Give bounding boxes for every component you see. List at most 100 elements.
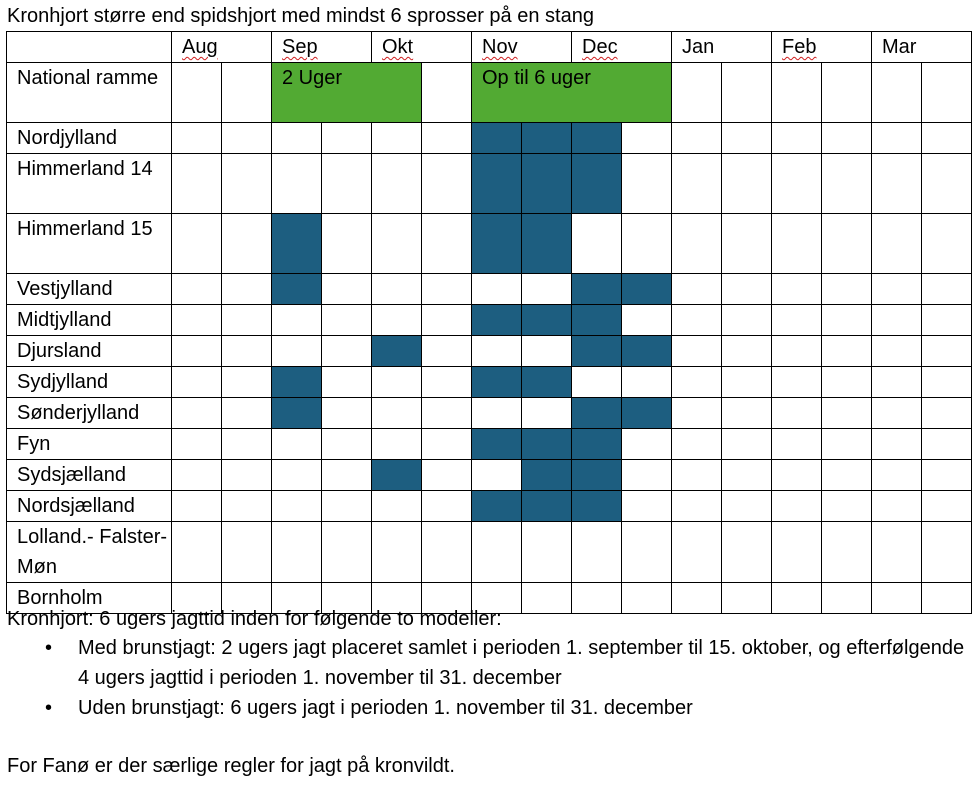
season-cell-filled: [621, 397, 672, 429]
season-cell-filled: [471, 122, 522, 154]
grid-cell: [621, 582, 672, 614]
month-label: Dec: [582, 36, 618, 58]
region-row: Sydsjælland: [6, 459, 972, 491]
grid-cell: [221, 153, 272, 214]
grid-cell: [221, 213, 272, 274]
grid-cell: [171, 62, 222, 123]
grid-cell: [371, 397, 422, 429]
grid-cell: [271, 428, 322, 460]
grid-cell: [271, 304, 322, 336]
grid-cell: [421, 366, 472, 398]
grid-cell: [421, 521, 472, 583]
grid-cell: [921, 366, 972, 398]
grid-cell: [221, 335, 272, 367]
grid-cell: [321, 582, 372, 614]
grid-cell: [871, 304, 922, 336]
region-label: Nordsjælland: [6, 490, 172, 522]
hunting-season-table: Aug Sep Okt Nov Dec Jan Feb Mar National ramme 2 …: [6, 31, 972, 614]
grid-cell: [471, 335, 522, 367]
bullet-icon: •: [45, 697, 53, 719]
grid-cell: [871, 213, 922, 274]
grid-cell: [271, 459, 322, 491]
grid-cell: [921, 459, 972, 491]
grid-cell: [321, 304, 372, 336]
grid-cell: [821, 521, 872, 583]
season-cell-filled: [571, 335, 622, 367]
season-cell-filled: [571, 428, 622, 460]
region-row: Vestjylland: [6, 273, 972, 305]
grid-cell: [771, 459, 822, 491]
grid-cell: [171, 582, 222, 614]
grid-cell: [771, 213, 822, 274]
season-cell-filled: [471, 490, 522, 522]
grid-cell: [721, 490, 772, 522]
grid-cell: [871, 366, 922, 398]
grid-cell: [871, 335, 922, 367]
grid-cell: [721, 397, 772, 429]
region-row: Nordsjælland: [6, 490, 972, 522]
page-title: Kronhjort større end spidshjort med mind…: [7, 5, 594, 27]
grid-cell: [421, 153, 472, 214]
grid-cell: [371, 428, 422, 460]
grid-cell: [621, 304, 672, 336]
month-header-0: Aug: [171, 31, 272, 63]
footer-note: For Fanø er der særlige regler for jagt …: [7, 755, 455, 777]
grid-cell: [621, 366, 672, 398]
grid-cell: [321, 153, 372, 214]
grid-cell: [871, 459, 922, 491]
month-label: Okt: [382, 36, 414, 58]
region-row: Lolland.- Falster- Møn: [6, 521, 972, 583]
grid-cell: [371, 366, 422, 398]
month-label: Nov: [482, 36, 518, 58]
grid-cell: [471, 521, 522, 583]
grid-cell: [821, 366, 872, 398]
grid-cell: [821, 397, 872, 429]
grid-cell: [421, 62, 472, 123]
grid-cell: [321, 521, 372, 583]
season-cell-filled: [571, 153, 622, 214]
grid-cell: [221, 122, 272, 154]
grid-cell: [221, 397, 272, 429]
grid-cell: [321, 397, 372, 429]
grid-cell: [671, 459, 722, 491]
grid-cell: [521, 521, 572, 583]
grid-cell: [921, 273, 972, 305]
month-header-6: Feb: [771, 31, 872, 63]
region-label: Lolland.- Falster- Møn: [6, 521, 172, 583]
grid-cell: [421, 273, 472, 305]
grid-cell: [671, 213, 722, 274]
grid-cell: [771, 153, 822, 214]
grid-cell: [421, 428, 472, 460]
grid-cell: [821, 213, 872, 274]
region-label: Djursland: [6, 335, 172, 367]
month-label: Jan: [682, 36, 715, 58]
grid-cell: [621, 153, 672, 214]
model-text: Med brunstjagt: 2 ugers jagt placeret sa…: [78, 637, 965, 689]
region-row: Sønderjylland: [6, 397, 972, 429]
region-row: Bornholm: [6, 582, 972, 614]
grid-cell: [621, 459, 672, 491]
grid-cell: [471, 273, 522, 305]
grid-cell: [321, 213, 372, 274]
grid-cell: [371, 582, 422, 614]
season-cell-filled: [571, 397, 622, 429]
grid-cell: [771, 490, 822, 522]
grid-cell: [521, 582, 572, 614]
grid-cell: [421, 122, 472, 154]
season-cell-filled: [371, 335, 422, 367]
grid-cell: [371, 304, 422, 336]
grid-cell: [721, 335, 772, 367]
grid-cell: [771, 62, 822, 123]
grid-cell: [221, 62, 272, 123]
grid-cell: [221, 521, 272, 583]
season-cell-filled: [271, 397, 322, 429]
grid-cell: [321, 335, 372, 367]
grid-cell: [771, 122, 822, 154]
season-cell-filled: [571, 273, 622, 305]
grid-cell: [771, 366, 822, 398]
grid-cell: [321, 428, 372, 460]
grid-cell: [671, 428, 722, 460]
grid-cell: [371, 122, 422, 154]
grid-cell: [221, 273, 272, 305]
month-header-3: Nov: [471, 31, 572, 63]
